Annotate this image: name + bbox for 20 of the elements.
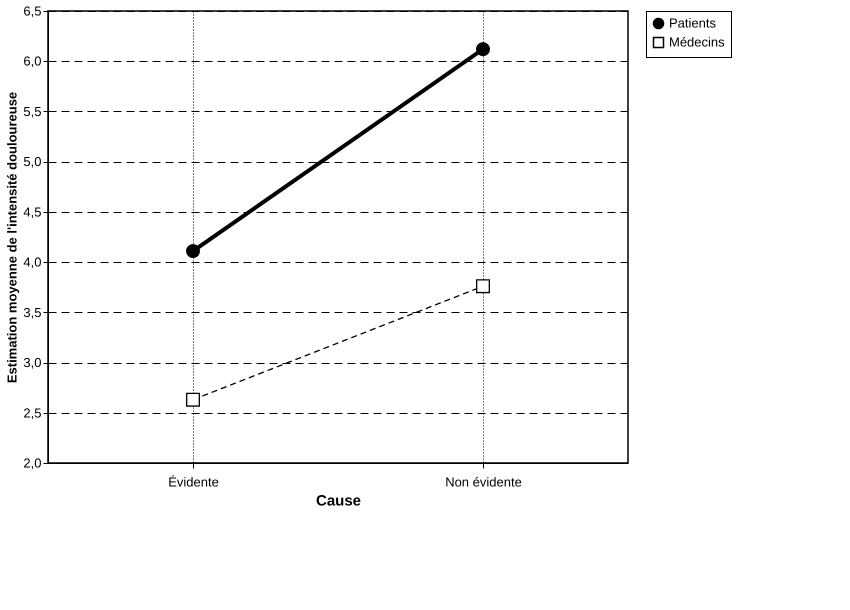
y-tick-label: 2,5: [23, 405, 42, 420]
y-tick-label: 4,5: [23, 204, 42, 220]
y-tick-label: 2,0: [23, 456, 42, 470]
y-tick-label: 5,5: [23, 104, 42, 119]
x-tick-label: Évidente: [168, 474, 219, 490]
legend-label: Médecins: [669, 34, 726, 50]
y-tick-label: 6,0: [23, 54, 42, 69]
y-tick-label: 4,0: [23, 254, 42, 270]
y-tick-label: 5,0: [23, 154, 42, 170]
y-tick-label: 3,0: [23, 355, 42, 370]
x-axis-title: Cause: [316, 492, 362, 510]
x-tick-label: Non évidente: [445, 474, 522, 490]
y-tick-label: 3,5: [23, 304, 42, 320]
point: [476, 279, 490, 294]
y-tick-label: 6,5: [23, 4, 42, 18]
point: [186, 392, 200, 407]
point: [186, 244, 200, 258]
legend-label: Patients: [669, 16, 716, 30]
y-axis-title: Estimation moyenne de l'intensité douloureuse: [4, 92, 20, 384]
point: [476, 42, 490, 56]
